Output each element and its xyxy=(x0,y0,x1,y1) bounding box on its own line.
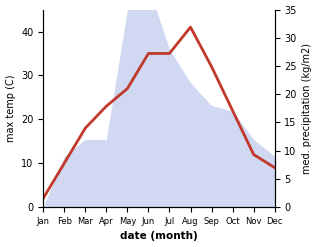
X-axis label: date (month): date (month) xyxy=(120,231,198,242)
Y-axis label: med. precipitation (kg/m2): med. precipitation (kg/m2) xyxy=(302,43,313,174)
Y-axis label: max temp (C): max temp (C) xyxy=(5,75,16,142)
